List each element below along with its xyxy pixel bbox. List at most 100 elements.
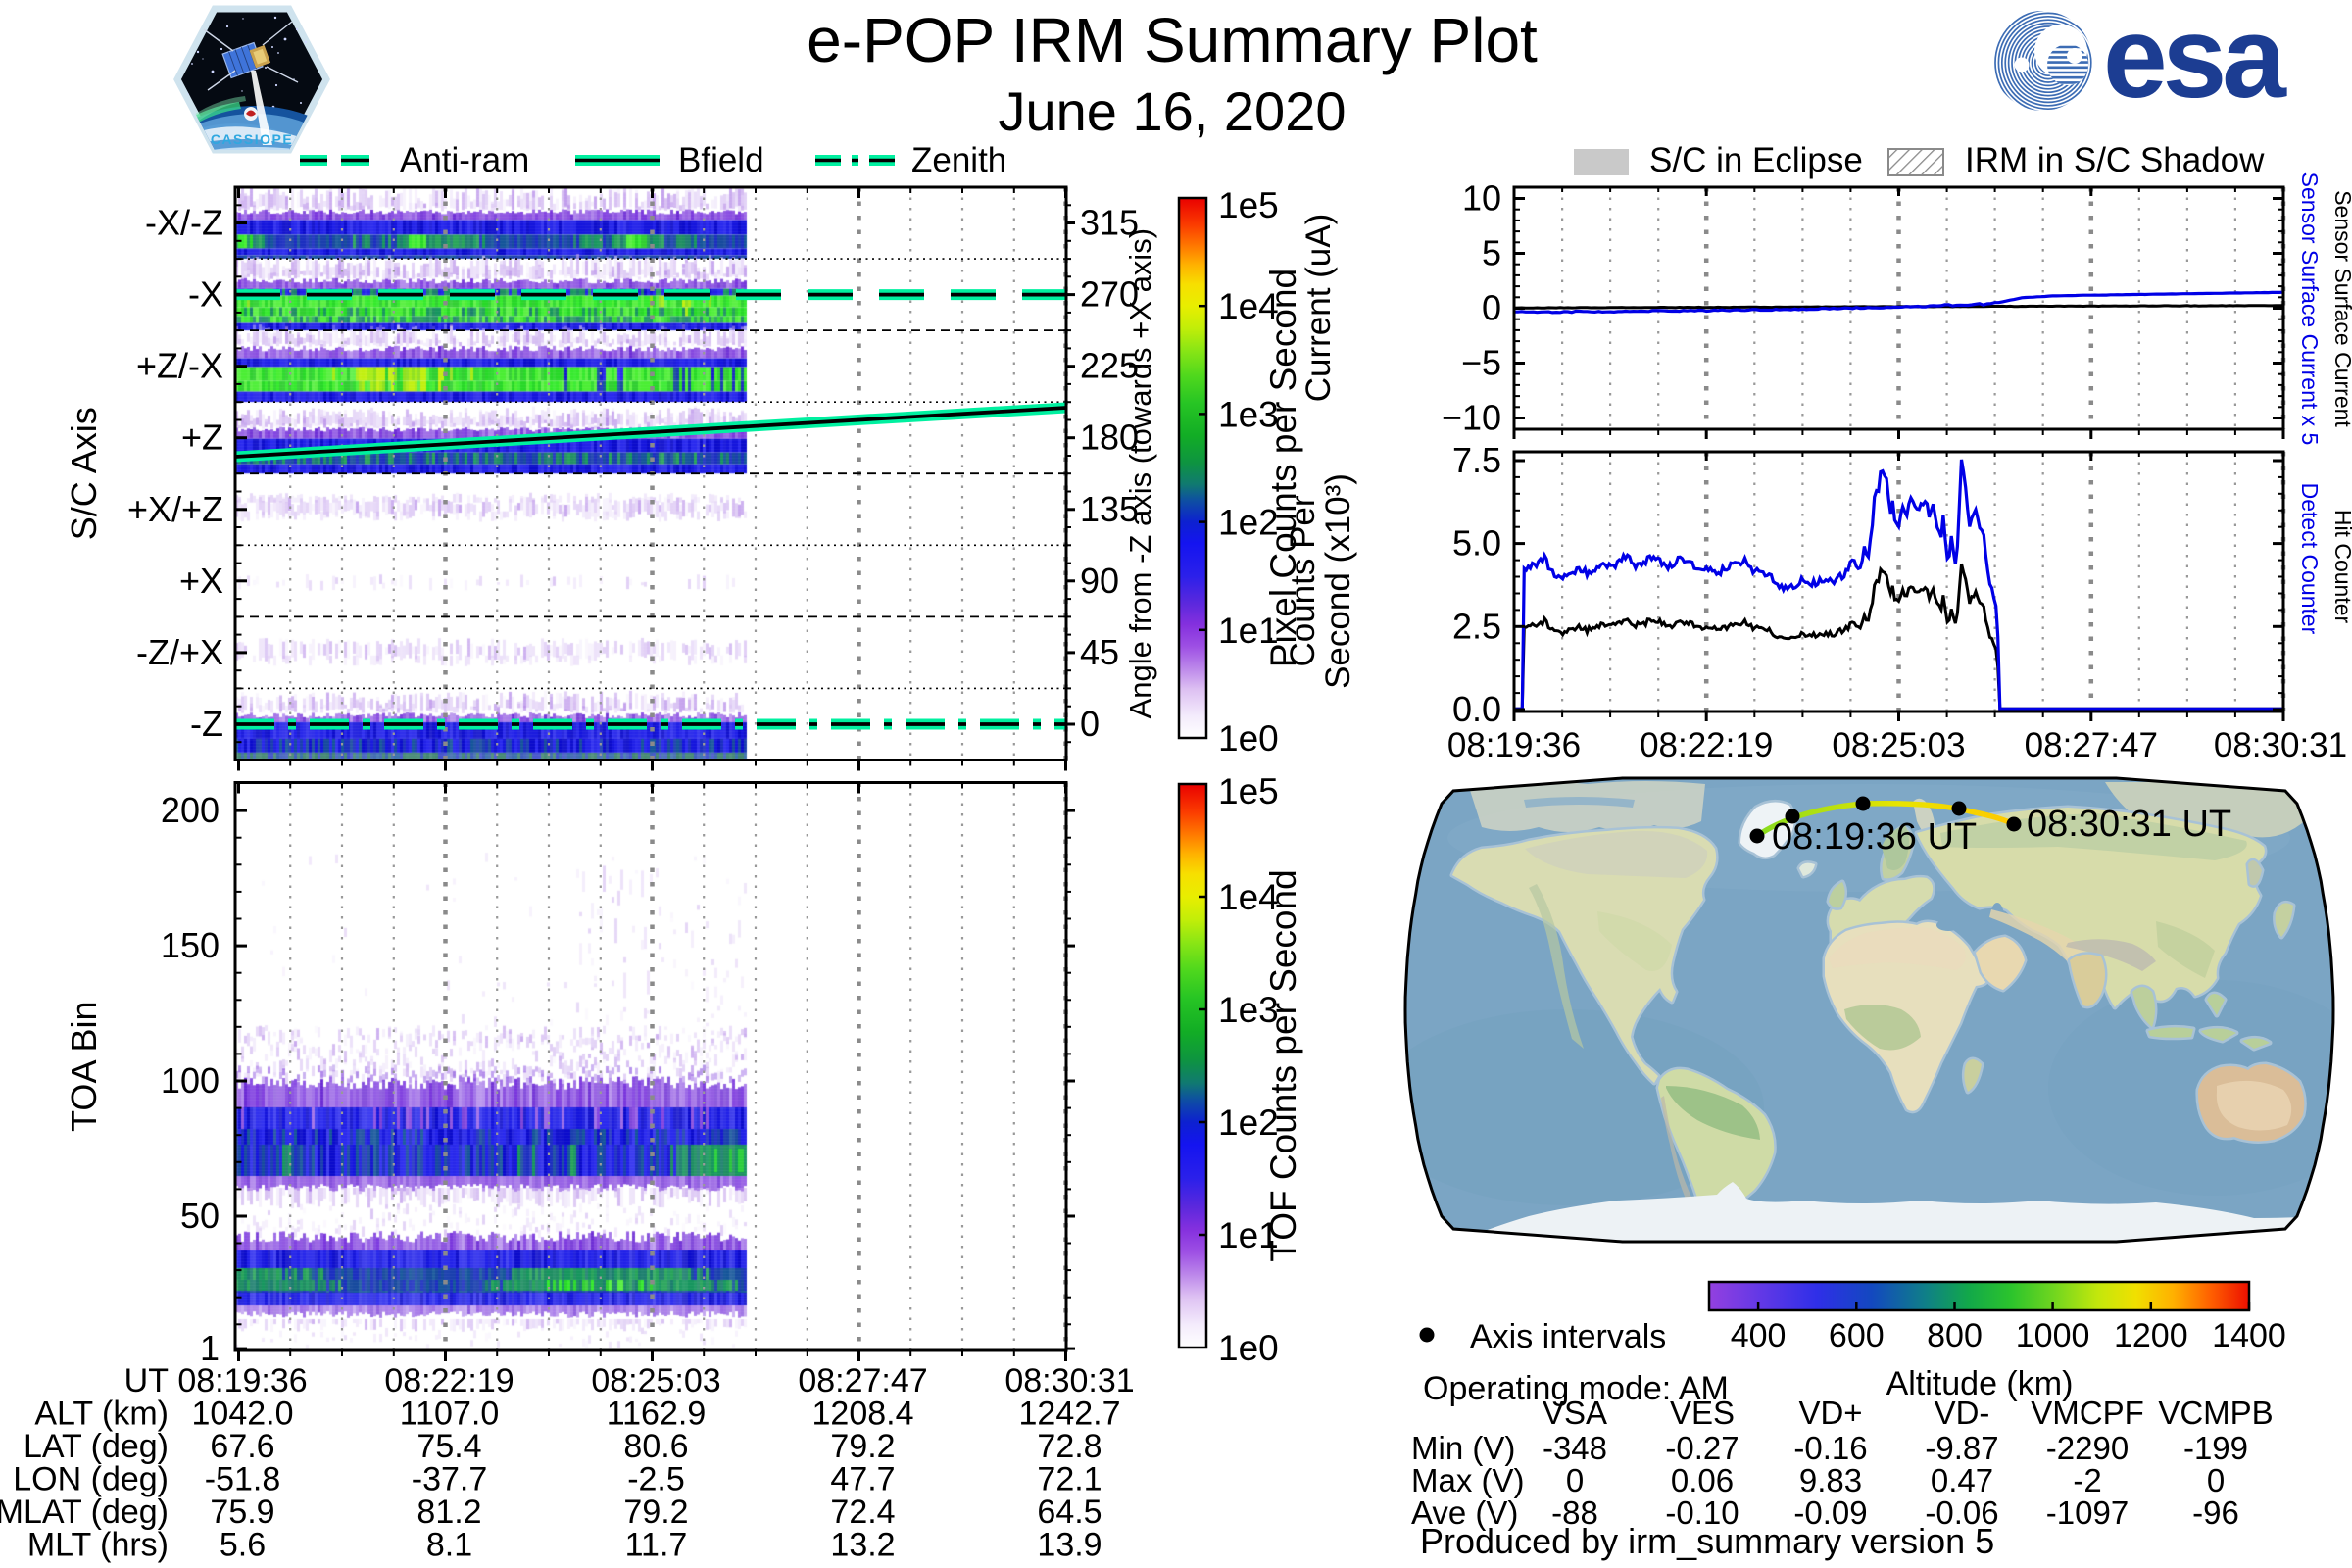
svg-text:S/C in Eclipse: S/C in Eclipse — [1649, 141, 1863, 179]
svg-text:150: 150 — [161, 925, 220, 965]
svg-text:135: 135 — [1080, 489, 1139, 529]
svg-text:08:19:36 UT: 08:19:36 UT — [1772, 816, 1977, 858]
svg-text:ALT (km): ALT (km) — [34, 1396, 169, 1433]
svg-text:0.47: 0.47 — [1931, 1462, 1993, 1498]
svg-text:−5: −5 — [1461, 343, 1501, 383]
svg-text:MLAT (deg): MLAT (deg) — [0, 1494, 169, 1531]
svg-text:esa: esa — [2103, 0, 2287, 122]
svg-text:0: 0 — [1080, 704, 1100, 744]
svg-text:600: 600 — [1829, 1317, 1885, 1354]
svg-text:Anti-ram: Anti-ram — [400, 141, 529, 179]
svg-text:-X/-Z: -X/-Z — [145, 203, 223, 243]
svg-text:1e1: 1e1 — [1218, 611, 1279, 651]
svg-text:-96: -96 — [2192, 1494, 2239, 1531]
svg-text:Axis intervals: Axis intervals — [1470, 1318, 1666, 1355]
svg-text:Counts Per: Counts Per — [1284, 495, 1322, 666]
svg-text:Zenith: Zenith — [911, 141, 1006, 179]
svg-text:CASSIOPE: CASSIOPE — [211, 131, 293, 147]
svg-text:270: 270 — [1080, 274, 1139, 315]
svg-text:400: 400 — [1731, 1317, 1787, 1354]
svg-text:1e0: 1e0 — [1218, 718, 1279, 759]
svg-text:IRM in S/C Shadow: IRM in S/C Shadow — [1965, 141, 2265, 179]
svg-text:MLT (hrs): MLT (hrs) — [27, 1527, 169, 1564]
svg-text:08:19:36: 08:19:36 — [177, 1362, 307, 1399]
svg-text:1107.0: 1107.0 — [400, 1396, 499, 1433]
svg-text:45: 45 — [1080, 632, 1119, 672]
svg-text:08:22:19: 08:22:19 — [1640, 726, 1773, 764]
svg-text:50: 50 — [180, 1196, 220, 1236]
svg-text:72.1: 72.1 — [1037, 1461, 1102, 1498]
svg-text:1e2: 1e2 — [1218, 503, 1279, 543]
svg-text:Min (V): Min (V) — [1411, 1430, 1515, 1466]
svg-text:-37.7: -37.7 — [412, 1461, 488, 1498]
svg-text:67.6: 67.6 — [210, 1428, 274, 1465]
svg-text:VD-: VD- — [1935, 1395, 1990, 1431]
svg-text:1e1: 1e1 — [1218, 1215, 1279, 1255]
svg-text:Hit Counter: Hit Counter — [2330, 510, 2352, 624]
svg-text:Bfield: Bfield — [678, 141, 764, 179]
svg-text:08:30:31: 08:30:31 — [1004, 1362, 1134, 1399]
svg-text:79.2: 79.2 — [830, 1428, 895, 1465]
svg-text:13.2: 13.2 — [830, 1527, 895, 1564]
svg-text:Sensor Surface Current: Sensor Surface Current — [2330, 190, 2352, 427]
svg-text:1400: 1400 — [2212, 1317, 2286, 1354]
svg-text:1242.7: 1242.7 — [1019, 1396, 1121, 1433]
svg-text:June 16, 2020: June 16, 2020 — [999, 80, 1347, 142]
svg-text:08:25:03: 08:25:03 — [1832, 726, 1965, 764]
svg-text:5: 5 — [1482, 233, 1501, 273]
svg-text:Altitude (km): Altitude (km) — [1886, 1365, 2074, 1402]
svg-text:90: 90 — [1080, 561, 1119, 601]
svg-text:VES: VES — [1670, 1395, 1735, 1431]
svg-text:LAT (deg): LAT (deg) — [24, 1428, 169, 1465]
svg-text:1e4: 1e4 — [1218, 877, 1279, 917]
svg-text:08:30:31 UT: 08:30:31 UT — [2027, 804, 2231, 845]
svg-text:VD+: VD+ — [1798, 1395, 1862, 1431]
svg-text:+X/+Z: +X/+Z — [127, 489, 223, 529]
svg-text:1e2: 1e2 — [1218, 1102, 1279, 1143]
svg-text:200: 200 — [161, 790, 220, 830]
svg-text:UT: UT — [124, 1362, 169, 1399]
svg-text:-88: -88 — [1551, 1494, 1598, 1531]
svg-text:80.6: 80.6 — [623, 1428, 688, 1465]
svg-text:-51.8: -51.8 — [205, 1461, 281, 1498]
svg-text:0: 0 — [1482, 288, 1501, 328]
svg-text:-9.87: -9.87 — [1925, 1430, 1998, 1466]
svg-text:180: 180 — [1080, 417, 1139, 458]
svg-text:08:22:19: 08:22:19 — [384, 1362, 514, 1399]
svg-text:S/C Axis: S/C Axis — [64, 407, 104, 540]
svg-text:-0.10: -0.10 — [1665, 1494, 1739, 1531]
svg-text:-X: -X — [188, 274, 223, 315]
svg-text:08:27:47: 08:27:47 — [798, 1362, 927, 1399]
svg-text:225: 225 — [1080, 346, 1139, 386]
svg-text:-Z/+X: -Z/+X — [136, 632, 223, 672]
svg-text:5.6: 5.6 — [220, 1527, 266, 1564]
svg-text:VCMPB: VCMPB — [2158, 1395, 2273, 1431]
svg-text:Produced by irm_summary versio: Produced by irm_summary version 5 — [1420, 1521, 1994, 1561]
svg-text:+X: +X — [179, 561, 223, 601]
svg-text:72.4: 72.4 — [830, 1494, 895, 1531]
svg-text:10: 10 — [1462, 178, 1501, 219]
svg-text:2.5: 2.5 — [1452, 606, 1501, 646]
svg-text:0.0: 0.0 — [1452, 689, 1501, 729]
svg-text:1e3: 1e3 — [1218, 394, 1279, 434]
svg-text:81.2: 81.2 — [416, 1494, 481, 1531]
svg-text:100: 100 — [161, 1060, 220, 1101]
svg-text:75.4: 75.4 — [416, 1428, 481, 1465]
svg-text:−10: −10 — [1442, 398, 1501, 438]
svg-text:+Z/-X: +Z/-X — [136, 346, 223, 386]
svg-text:-0.27: -0.27 — [1665, 1430, 1739, 1466]
svg-text:5.0: 5.0 — [1452, 523, 1501, 564]
svg-text:-0.06: -0.06 — [1925, 1494, 1998, 1531]
svg-text:08:25:03: 08:25:03 — [591, 1362, 720, 1399]
svg-text:Detect Counter: Detect Counter — [2297, 483, 2323, 635]
svg-text:9.83: 9.83 — [1799, 1462, 1862, 1498]
svg-text:1: 1 — [200, 1328, 220, 1368]
svg-text:1e4: 1e4 — [1218, 286, 1279, 326]
svg-text:7.5: 7.5 — [1452, 440, 1501, 480]
svg-text:0: 0 — [2207, 1462, 2225, 1498]
svg-text:1000: 1000 — [2016, 1317, 2090, 1354]
svg-text:-2: -2 — [2073, 1462, 2101, 1498]
svg-text:47.7: 47.7 — [830, 1461, 895, 1498]
svg-text:1042.0: 1042.0 — [192, 1396, 294, 1433]
svg-text:VMCPF: VMCPF — [2031, 1395, 2144, 1431]
